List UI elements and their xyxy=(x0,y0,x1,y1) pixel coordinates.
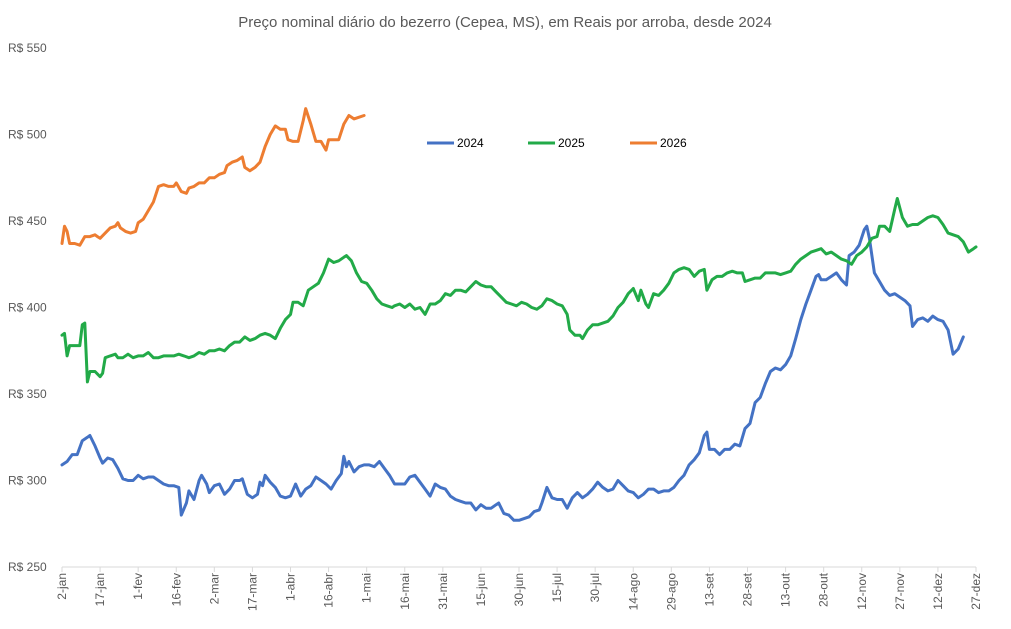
x-tick-label: 13-set xyxy=(702,572,716,606)
y-tick-label: R$ 400 xyxy=(8,301,47,315)
x-tick-label: 2-jan xyxy=(55,573,69,600)
x-tick-label: 13-out xyxy=(779,572,793,607)
x-tick-label: 2-mar xyxy=(207,573,221,604)
y-axis: R$ 250 R$ 300 R$ 350 R$ 400 R$ 450 R$ 500 R$ 5… xyxy=(8,41,47,574)
x-tick-label: 30-jul xyxy=(588,573,602,602)
x-tick-label: 16-fev xyxy=(169,573,183,606)
x-tick-label: 12-nov xyxy=(855,573,869,610)
x-tick-label: 28-out xyxy=(817,572,831,607)
x-tick-label: 15-jul xyxy=(550,573,564,602)
x-tick-label: 28-set xyxy=(741,572,755,606)
x-tick-label: 29-ago xyxy=(664,573,678,611)
chart-title: Preço nominal diário do bezerro (Cepea, … xyxy=(238,14,772,31)
x-tick-label: 17-jan xyxy=(93,573,107,606)
series-layer xyxy=(60,107,978,522)
x-tick-label: 14-ago xyxy=(626,573,640,611)
series-line-2026 xyxy=(60,107,366,247)
y-tick-label: R$ 250 xyxy=(8,560,47,574)
y-tick-label: R$ 550 xyxy=(8,41,47,55)
x-tick-label: 27-nov xyxy=(893,573,907,610)
x-tick-label: 1-mai xyxy=(360,573,374,603)
x-tick-label: 1-fev xyxy=(131,573,145,600)
y-tick-label: R$ 450 xyxy=(8,214,47,228)
legend: 2024 2025 2026 xyxy=(427,136,687,150)
x-axis: 2-jan 17-jan 1-fev 16-fev 2-mar 17-mar 1-abr 16… xyxy=(55,567,983,611)
x-tick-label: 15-jun xyxy=(474,573,488,606)
x-tick-label: 16-mai xyxy=(398,573,412,610)
x-tick-label: 30-jun xyxy=(512,573,526,606)
x-tick-label: 31-mai xyxy=(436,573,450,610)
x-tick-label: 12-dez xyxy=(931,573,945,610)
x-tick-label: 17-mar xyxy=(245,573,259,611)
y-tick-label: R$ 300 xyxy=(8,474,47,488)
series-line-2024 xyxy=(60,224,965,522)
x-tick-label: 27-dez xyxy=(969,573,983,610)
x-tick-label: 16-abr xyxy=(322,573,336,608)
series-line-2025 xyxy=(60,197,978,384)
legend-label-2025: 2025 xyxy=(558,136,585,150)
legend-label-2024: 2024 xyxy=(457,136,484,150)
x-tick-label: 1-abr xyxy=(284,573,298,601)
y-tick-label: R$ 500 xyxy=(8,128,47,142)
y-tick-label: R$ 350 xyxy=(8,387,47,401)
legend-label-2026: 2026 xyxy=(660,136,687,150)
